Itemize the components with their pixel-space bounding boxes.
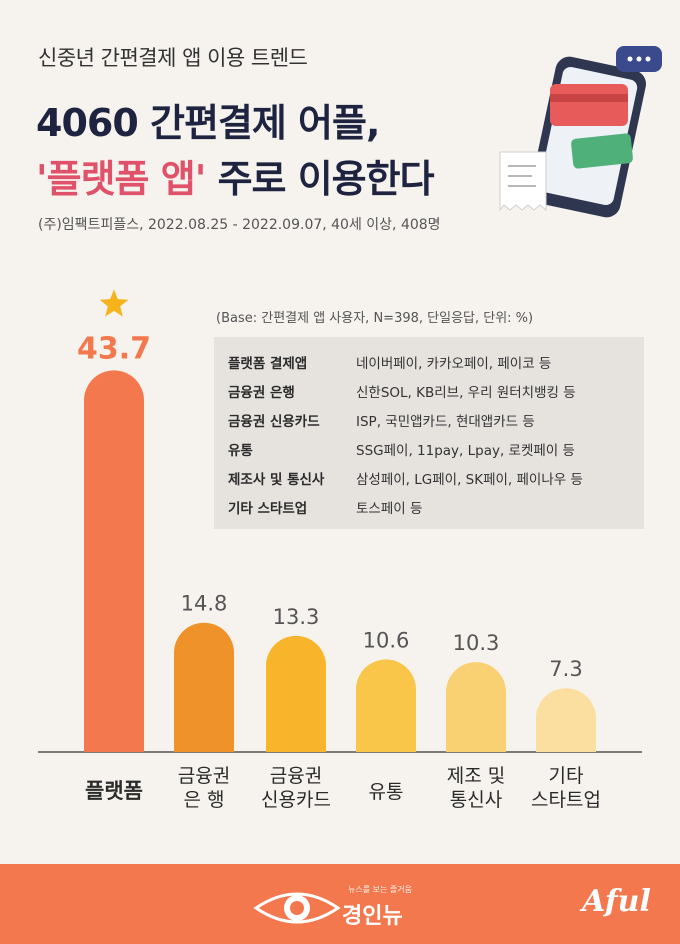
- legend-examples: 삼성페이, LG페이, SK페이, 페이나우 등: [356, 471, 583, 488]
- subtitle: 신중년 간편결제 앱 이용 트렌드: [38, 46, 308, 70]
- tick-label: 유통: [369, 781, 404, 803]
- legend-examples: 네이버페이, 카카오페이, 페이코 등: [356, 355, 552, 372]
- data-label: 13.3: [273, 605, 320, 629]
- publisher-logo-icon: [253, 892, 341, 924]
- bar: [356, 659, 416, 752]
- tick-label: 신용카드: [261, 789, 331, 811]
- legend-category: 금융권 은행: [228, 384, 295, 401]
- legend-examples: SSG페이, 11pay, Lpay, 로켓페이 등: [356, 442, 575, 459]
- star-icon: [99, 289, 129, 317]
- legend-row: 기타 스타트업 토스페이 등: [228, 492, 630, 521]
- receipt-icon: [499, 151, 547, 212]
- bar: [536, 688, 596, 752]
- bar: [266, 635, 326, 752]
- legend-row: 금융권 신용카드 ISP, 국민앱카드, 현대앱카드 등: [228, 405, 630, 434]
- legend-category: 기타 스타트업: [228, 500, 308, 517]
- tick-label: 은 행: [184, 789, 225, 811]
- bar: [84, 370, 144, 752]
- tick-label: 통신사: [450, 789, 502, 811]
- legend-category: 제조사 및 통신사: [228, 471, 325, 488]
- footer: 뉴스를 보는 즐거움 경인뉴 Aful: [0, 864, 680, 944]
- data-label: 43.7: [77, 331, 151, 366]
- page-title-line2: '플랫폼 앱' 주로 이용한다: [36, 148, 435, 203]
- tick-label: 플랫폼: [85, 779, 143, 803]
- tick-label: 기타: [549, 765, 584, 787]
- card-green-icon: [571, 133, 633, 169]
- credit-card-icon: [550, 84, 628, 126]
- legend-row: 유통 SSG페이, 11pay, Lpay, 로켓페이 등: [228, 434, 630, 463]
- phone-payment-illustration: [499, 46, 662, 218]
- legend-category: 금융권 신용카드: [228, 413, 320, 430]
- tick-label: 스타트업: [531, 789, 601, 811]
- legend-row: 제조사 및 통신사 삼성페이, LG페이, SK페이, 페이나우 등: [228, 463, 630, 492]
- brand-logo: Aful: [582, 884, 651, 919]
- legend-row: 플랫폼 결제앱 네이버페이, 카카오페이, 페이코 등: [228, 347, 630, 376]
- publisher-name: 경인뉴: [342, 904, 403, 929]
- legend-examples: 토스페이 등: [356, 500, 423, 517]
- source-note: (주)임팩트피플스, 2022.08.25 - 2022.09.07, 40세 …: [38, 217, 441, 233]
- base-note: (Base: 간편결제 앱 사용자, N=398, 단일응답, 단위: %): [216, 311, 534, 326]
- legend-category: 유통: [228, 442, 253, 459]
- tick-label: 금융권: [178, 765, 230, 787]
- bar: [174, 622, 234, 752]
- publisher-tagline: 뉴스를 보는 즐거움: [348, 885, 412, 894]
- bar: [446, 662, 506, 752]
- tick-label: 제조 및: [447, 765, 505, 787]
- data-label: 14.8: [181, 592, 228, 616]
- title-rest: 주로 이용한다: [205, 157, 435, 201]
- page-title-line1: 4060 간편결제 어플,: [36, 101, 380, 145]
- title-accent: '플랫폼 앱': [36, 157, 206, 201]
- tick-label: 금융권: [270, 765, 322, 787]
- legend-row: 금융권 은행 신한SOL, KB리브, 우리 원터치뱅킹 등: [228, 376, 630, 405]
- legend-examples: ISP, 국민앱카드, 현대앱카드 등: [356, 413, 535, 430]
- legend-category: 플랫폼 결제앱: [228, 355, 308, 372]
- data-label: 10.6: [363, 628, 410, 652]
- legend-examples: 신한SOL, KB리브, 우리 원터치뱅킹 등: [356, 384, 576, 401]
- data-label: 7.3: [549, 657, 582, 681]
- legend-table: 플랫폼 결제앱 네이버페이, 카카오페이, 페이코 등 금융권 은행 신한SOL, …: [214, 337, 644, 529]
- data-label: 10.3: [453, 631, 500, 655]
